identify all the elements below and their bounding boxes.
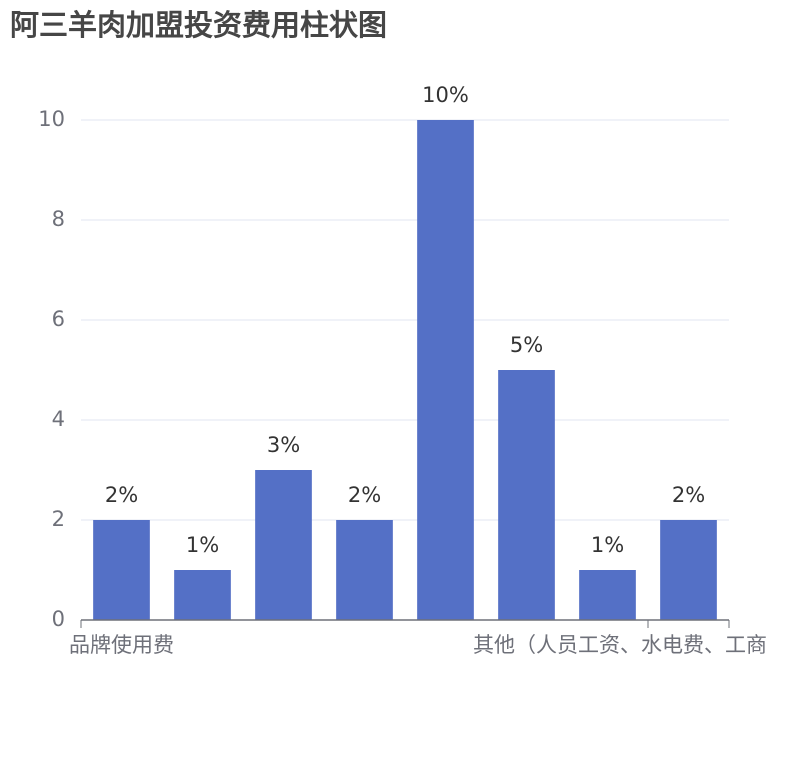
bar [255,470,312,620]
value-label: 1% [186,533,219,557]
x-tick-label: 品牌使用费 [69,633,174,657]
y-tick-label: 4 [52,407,65,431]
chart-title: 阿三羊肉加盟投资费用柱状图 [10,8,387,42]
value-label: 2% [672,483,705,507]
bar [174,570,231,620]
bar [93,520,150,620]
bar [579,570,636,620]
bar [498,370,555,620]
y-tick-label: 10 [38,107,65,131]
bar [417,120,474,620]
value-label: 5% [510,333,543,357]
y-tick-label: 6 [52,307,65,331]
value-label: 2% [348,483,381,507]
value-label: 3% [267,433,300,457]
value-label: 2% [105,483,138,507]
y-tick-label: 8 [52,207,65,231]
bar [660,520,717,620]
x-tick-label: 其他（人员工资、水电费、工商 [473,633,767,657]
value-label: 10% [422,83,469,107]
y-tick-label: 0 [52,607,65,631]
value-label: 1% [591,533,624,557]
y-tick-label: 2 [52,507,65,531]
bar [336,520,393,620]
